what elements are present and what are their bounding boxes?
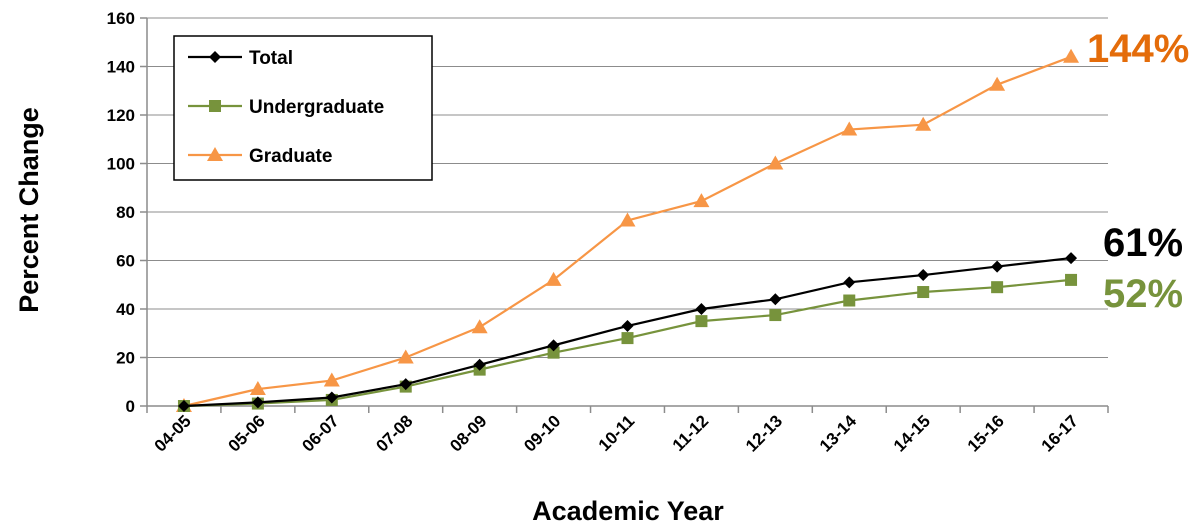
data-point-total	[399, 378, 412, 391]
end-labels: 61% 52% 144%	[1087, 27, 1189, 316]
data-point-graduate	[989, 76, 1006, 91]
series-line-total	[183, 256, 1072, 408]
data-point-total	[325, 391, 338, 404]
data-point-undergraduate	[843, 294, 856, 307]
axes	[140, 17, 1109, 413]
data-point-graduate	[915, 116, 932, 131]
data-point-graduate	[249, 381, 266, 396]
legend-marker-total	[209, 51, 221, 63]
x-tick-labels: 04-05 05-06 06-07 07-08 08-09 09-10 10-11 11-12…	[151, 411, 1082, 456]
data-point-total	[177, 400, 190, 412]
end-label-undergraduate: 52%	[1103, 272, 1183, 316]
y-tick-label: 60	[116, 252, 135, 271]
data-point-total	[843, 276, 856, 289]
y-tick-label: 120	[107, 106, 135, 125]
data-point-undergraduate	[547, 346, 560, 359]
data-point-total	[251, 396, 264, 409]
data-point-graduate	[693, 193, 710, 208]
data-point-graduate	[323, 372, 340, 387]
data-point-graduate	[619, 212, 636, 227]
data-point-graduate	[841, 121, 858, 136]
data-point-total	[991, 260, 1004, 273]
x-tick-label: 05-06	[225, 411, 269, 455]
legend-marker-undergraduate	[209, 100, 221, 112]
series-undergraduate	[177, 273, 1078, 412]
x-tick-label: 04-05	[151, 411, 195, 455]
x-tick-label: 11-12	[669, 411, 713, 455]
x-tick-label: 06-07	[298, 411, 342, 455]
x-tick-label: 10-11	[595, 411, 639, 455]
data-point-total	[1065, 252, 1078, 265]
series-graduate	[175, 48, 1080, 412]
end-label-total: 61%	[1103, 221, 1183, 265]
data-point-graduate	[1063, 48, 1080, 63]
data-point-undergraduate	[1065, 273, 1078, 286]
data-point-graduate	[471, 319, 488, 334]
data-point-graduate	[767, 155, 784, 170]
x-tick-label: 13-14	[816, 411, 861, 456]
data-point-undergraduate	[769, 309, 782, 322]
y-tick-label: 100	[107, 155, 135, 174]
data-point-total	[769, 293, 782, 306]
data-point-total	[917, 269, 930, 282]
y-tick-label: 80	[116, 203, 135, 222]
series-lines	[175, 48, 1080, 412]
x-tick-label: 14-15	[890, 411, 934, 455]
legend-label-total: Total	[249, 48, 293, 69]
data-point-undergraduate	[991, 281, 1004, 294]
x-tick-label: 15-16	[964, 411, 1008, 455]
x-axis-title: Academic Year	[532, 496, 724, 526]
end-label-graduate: 144%	[1087, 27, 1189, 71]
data-point-undergraduate	[917, 286, 930, 299]
y-tick-label: 0	[126, 397, 135, 416]
data-point-total	[473, 358, 486, 371]
series-total	[177, 252, 1078, 412]
legend-label-graduate: Graduate	[249, 146, 332, 167]
data-point-total	[695, 303, 708, 315]
legend: Total Undergraduate Graduate	[173, 35, 433, 181]
data-point-graduate	[545, 271, 562, 286]
x-tick-label: 08-09	[446, 411, 490, 455]
x-tick-label: 07-08	[372, 411, 416, 455]
legend-label-undergraduate: Undergraduate	[249, 97, 384, 118]
data-point-total	[621, 319, 634, 332]
y-axis-title: Percent Change	[14, 107, 44, 313]
data-point-undergraduate	[695, 315, 708, 328]
legend-marker-graduate	[207, 147, 223, 161]
y-tick-label: 160	[107, 9, 135, 28]
data-point-graduate	[397, 349, 414, 364]
y-tick-labels: 0 20 40 60 80 100 120 140 160	[107, 9, 135, 416]
y-tick-label: 20	[116, 349, 135, 368]
y-tick-label: 140	[107, 58, 135, 77]
x-tick-label: 16-17	[1038, 411, 1082, 455]
y-tick-label: 40	[116, 300, 135, 319]
data-point-undergraduate	[621, 332, 634, 345]
data-point-total	[547, 339, 560, 352]
x-tick-label: 12-13	[742, 411, 786, 455]
x-tick-label: 09-10	[520, 411, 564, 455]
